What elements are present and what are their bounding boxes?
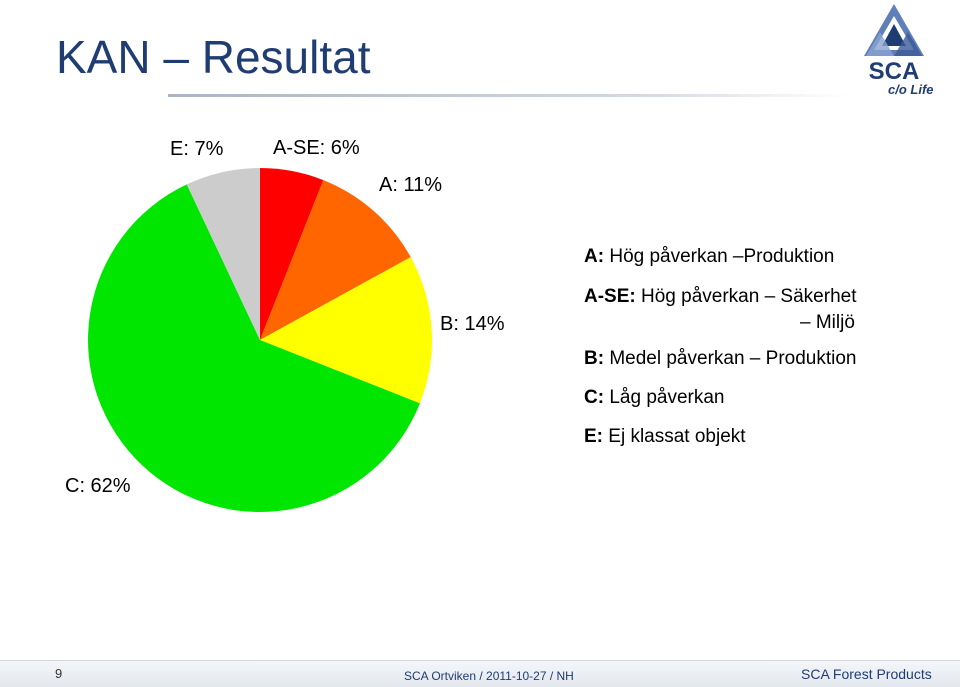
- legend-item-b: B: Medel påverkan – Produktion: [584, 348, 857, 369]
- pie-slice-a: [260, 180, 411, 340]
- page-number: 9: [55, 666, 63, 681]
- legend-item-a: A: Hög påverkan –Produktion: [584, 246, 835, 267]
- legend-item-e: E: Ej klassat objekt: [584, 426, 746, 447]
- legend-item-c: C: Låg påverkan: [584, 387, 725, 408]
- legend-item-ase-sub: – Miljö: [800, 312, 855, 333]
- page-title: KAN – Resultat: [56, 31, 371, 83]
- slice-label-e: E: 7%: [170, 138, 224, 160]
- pie-slice-b: [260, 257, 432, 404]
- pie-slice-a-se: [260, 168, 324, 340]
- slice-label-a: A: 11%: [379, 174, 442, 196]
- slice-label-b: B: 14%: [440, 313, 505, 335]
- logo-text: SCA: [868, 58, 920, 85]
- pie-slice-e: [186, 168, 260, 340]
- footer-company: SCA Forest Products: [801, 666, 932, 682]
- sca-triangle-logo-icon: [864, 4, 924, 56]
- footer-source: SCA Ortviken / 2011-10-27 / NH: [404, 669, 574, 683]
- slice-label-ase: A-SE: 6%: [273, 137, 360, 159]
- legend-item-ase: A-SE: Hög påverkan – Säkerhet: [584, 286, 857, 307]
- logo-subtext: c/o Life: [888, 82, 934, 97]
- pie-chart: [88, 168, 432, 512]
- pie-slice-c: [88, 184, 420, 512]
- title-divider: [168, 94, 848, 97]
- sca-logo: SCA c/o Life: [860, 2, 940, 98]
- slice-label-c: C: 62%: [65, 475, 131, 497]
- footer-bar: 9 SCA Ortviken / 2011-10-27 / NH SCA For…: [0, 660, 960, 687]
